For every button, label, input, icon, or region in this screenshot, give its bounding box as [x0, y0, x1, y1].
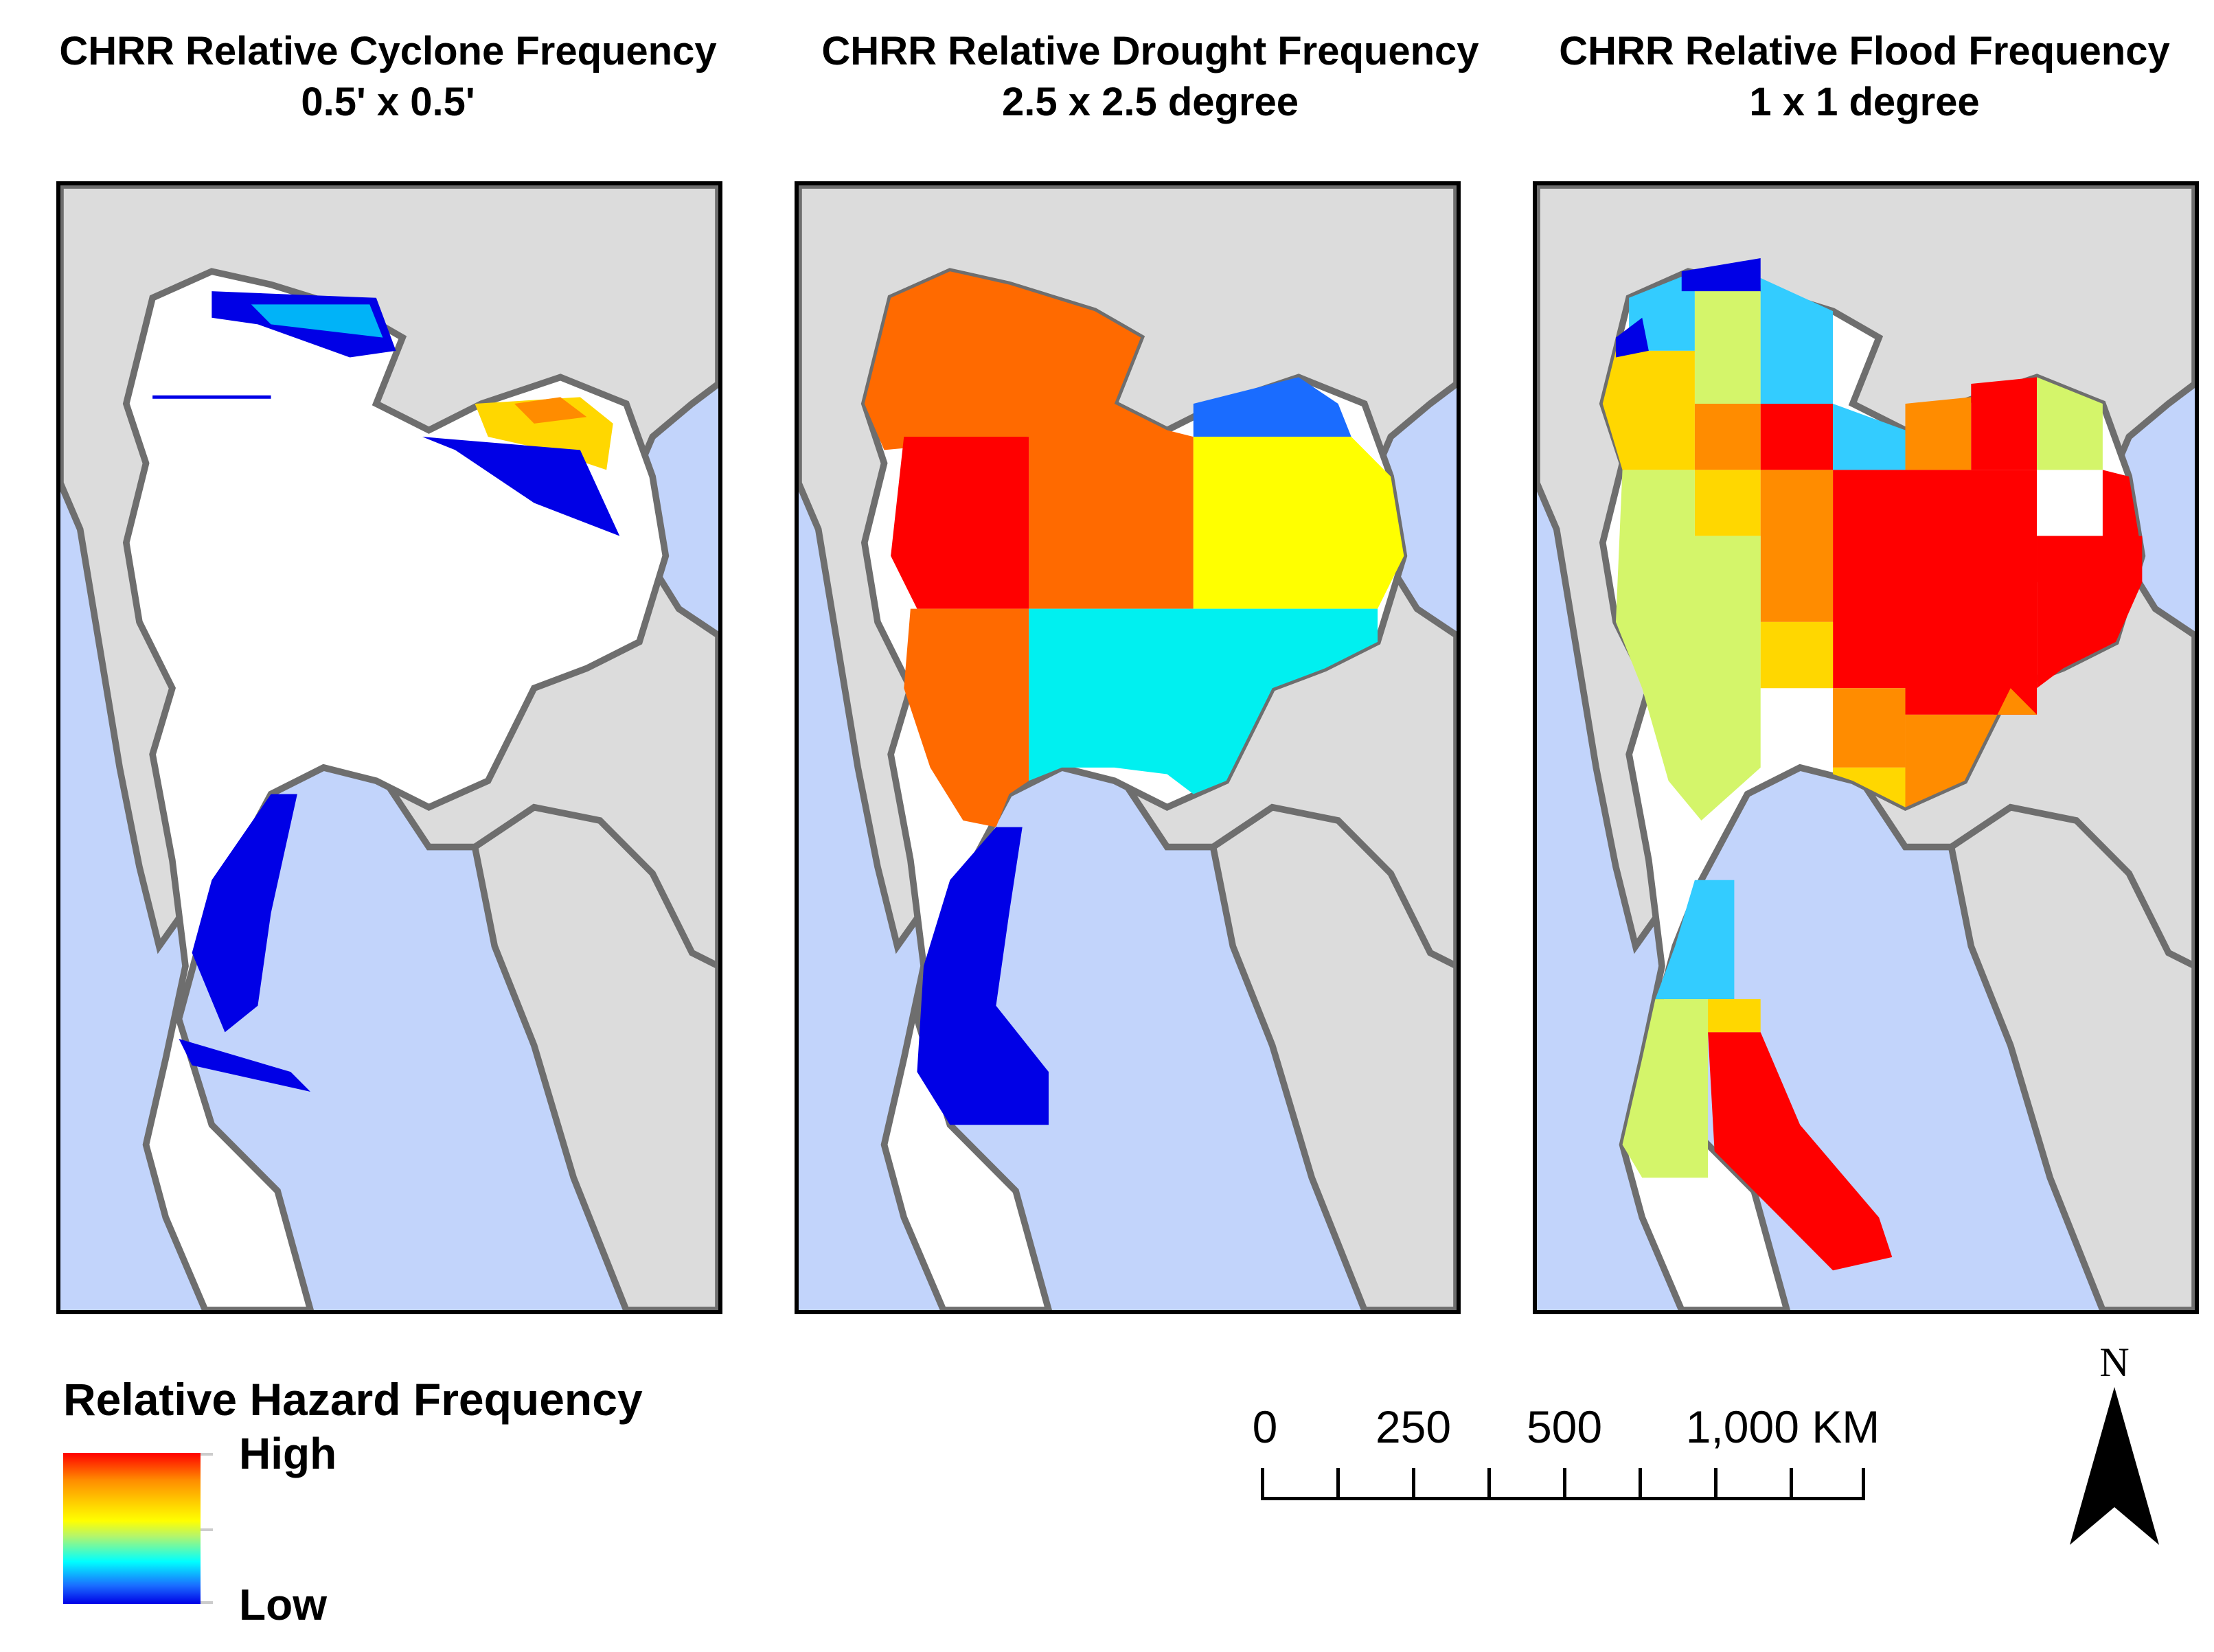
- drought-cell-nw: [864, 271, 1194, 609]
- cyclone-title-line2: 0.5' x 0.5': [301, 80, 475, 124]
- flood-title-line1: CHRR Relative Flood Frequency: [1559, 29, 2170, 73]
- cyclone-track-east-orange: [514, 397, 587, 424]
- cyclone-title-line1: CHRR Relative Cyclone Frequency: [59, 29, 717, 73]
- legend-title: Relative Hazard Frequency: [63, 1374, 643, 1425]
- flood-cell-s: [1833, 767, 1906, 807]
- flood-cell-south-d: [1708, 1032, 1893, 1271]
- scale-tick: [1790, 1468, 1793, 1500]
- flood-cell-f: [1760, 403, 1834, 470]
- drought-cell-south: [917, 827, 1049, 1125]
- legend-tick-mid: [201, 1528, 213, 1531]
- scale-bar: 0 250 500 1,000 KM: [1253, 1401, 1880, 1511]
- legend-tick-low: [201, 1601, 213, 1604]
- flood-title-line2: 1 x 1 degree: [1749, 80, 1980, 124]
- scale-tick: [1639, 1468, 1642, 1500]
- flood-panel-title: CHRR Relative Flood Frequency 1 x 1 degr…: [1518, 26, 2211, 128]
- scale-tick: [1412, 1468, 1415, 1500]
- flood-cell-q: [1760, 621, 1834, 689]
- flood-cell-south-c: [1708, 999, 1761, 1033]
- land-east: [1948, 803, 2195, 1310]
- scale-tick: [1261, 1468, 1264, 1500]
- land-east: [471, 803, 718, 1310]
- flood-cell-g: [1833, 403, 1906, 470]
- legend-high-label: High: [239, 1429, 337, 1478]
- flood-cell-d: [1602, 350, 1695, 470]
- flood-cell-e: [1694, 403, 1761, 470]
- north-label: N: [2099, 1340, 2130, 1385]
- cyclone-track-south2: [179, 1038, 311, 1092]
- flood-cell-c: [1760, 277, 1834, 404]
- flood-cell-south-b: [1622, 999, 1709, 1178]
- scale-tick: [1862, 1468, 1865, 1500]
- flood-cell-v: [1681, 257, 1761, 292]
- drought-cell-ne: [1193, 437, 1404, 609]
- legend-color-ramp: [63, 1453, 201, 1604]
- scale-label-500: 500: [1526, 1401, 1603, 1452]
- drought-cell-s: [1029, 608, 1378, 794]
- scale-label-1000: 1,000 KM: [1685, 1401, 1880, 1452]
- flood-cell-k: [1694, 470, 1761, 536]
- drought-title-line1: CHRR Relative Drought Frequency: [821, 29, 1479, 73]
- drought-map-svg: [799, 185, 1457, 1310]
- north-arrow-icon: [2070, 1387, 2159, 1545]
- flood-map-svg: [1537, 185, 2195, 1310]
- drought-title-line2: 2.5 x 2.5 degree: [1001, 80, 1299, 124]
- flood-cell-n: [1833, 470, 2038, 715]
- cyclone-track-cyan: [251, 304, 383, 338]
- drought-panel-title: CHRR Relative Drought Frequency 2.5 x 2.…: [790, 26, 1511, 128]
- legend-tick-high: [201, 1453, 213, 1456]
- land-east: [1209, 803, 1457, 1310]
- flood-cell-b: [1694, 271, 1761, 404]
- cyclone-panel-title: CHRR Relative Cyclone Frequency 0.5' x 0…: [27, 26, 749, 128]
- scale-label-250: 250: [1375, 1401, 1452, 1452]
- legend-low-label: Low: [239, 1580, 327, 1629]
- scale-tick: [1563, 1468, 1566, 1500]
- flood-cell-a: [1629, 271, 1695, 351]
- drought-cell-ne-blue: [1193, 377, 1351, 437]
- flood-cell-l: [1760, 470, 1834, 622]
- cyclone-map-svg: [60, 185, 718, 1310]
- cyclone-track-south: [192, 794, 297, 1033]
- drought-map[interactable]: [795, 181, 1461, 1314]
- flood-cell-t: [1905, 688, 2038, 807]
- flood-cell-r: [1833, 688, 1906, 768]
- flood-map[interactable]: [1533, 181, 2199, 1314]
- flood-cell-south-a: [1655, 880, 1735, 1000]
- flood-cell-h: [1905, 397, 1972, 470]
- north-arrow: N: [2063, 1339, 2166, 1545]
- cyclone-track-east-blue: [422, 437, 620, 536]
- flood-cell-j: [2037, 377, 2103, 470]
- cyclone-map[interactable]: [56, 181, 722, 1314]
- drought-cell-w: [891, 437, 1029, 609]
- scale-label-0: 0: [1252, 1401, 1278, 1452]
- flood-cell-o: [2037, 536, 2143, 689]
- drought-cell-sw: [904, 608, 1029, 827]
- flood-cell-i: [1971, 377, 2038, 470]
- flood-cell-p: [1615, 470, 1761, 821]
- flood-cell-u: [1615, 317, 1649, 358]
- scale-tick: [1714, 1468, 1717, 1500]
- scale-tick: [1336, 1468, 1340, 1500]
- scale-tick: [1487, 1468, 1491, 1500]
